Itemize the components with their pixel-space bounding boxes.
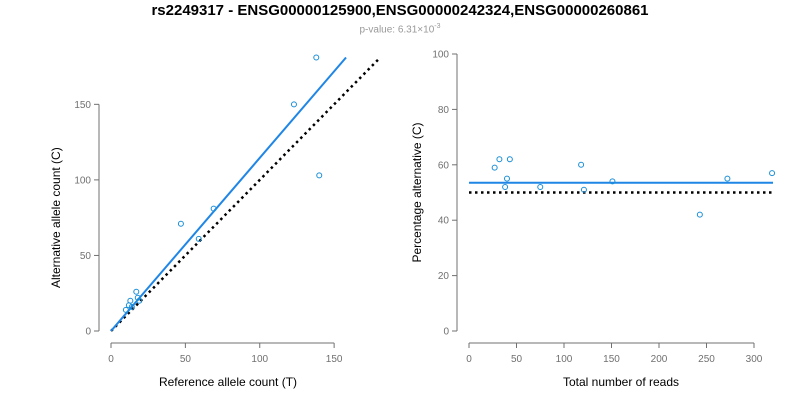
data-point — [195, 235, 202, 242]
data-point — [134, 294, 141, 301]
panel-1: 0 50 100 150 0 50 100 150 Reference allele count… — [49, 54, 382, 389]
data-point — [506, 156, 513, 163]
y-tick-label: 0 — [85, 327, 91, 338]
data-point — [313, 54, 320, 61]
x-tick-label: 50 — [511, 354, 523, 365]
y-tick-label: 100 — [432, 50, 449, 61]
data-point — [502, 183, 509, 190]
y-tick-label: 100 — [74, 175, 91, 186]
data-point — [578, 161, 585, 168]
y-tick-label: 150 — [74, 100, 91, 111]
data-point — [177, 220, 184, 227]
y-tick-label: 40 — [438, 216, 450, 227]
data-point — [504, 175, 510, 182]
reference-line — [110, 56, 382, 332]
x-tick-label: 50 — [180, 354, 192, 365]
data-point — [696, 211, 703, 218]
x-tick-label: 150 — [326, 354, 343, 365]
x-tick-label: 0 — [108, 354, 114, 365]
data-point — [136, 297, 143, 304]
y-tick-label: 80 — [438, 105, 450, 116]
data-point — [580, 186, 587, 193]
y-axis-label: Alternative allele count (C) — [49, 147, 63, 288]
x-tick-label: 150 — [603, 354, 620, 365]
data-point — [210, 205, 217, 212]
y-tick-label: 20 — [438, 271, 450, 282]
data-point — [491, 164, 498, 171]
chart-title: rs2249317 - ENSG00000125900,ENSG00000242… — [151, 2, 649, 19]
x-tick-label: 100 — [251, 354, 268, 365]
data-point — [122, 306, 129, 313]
p-value-subtitle: p-value: 6.31×10-3 — [0, 23, 800, 35]
data-point — [133, 288, 140, 295]
x-tick-label: 100 — [556, 354, 573, 365]
data-point — [609, 178, 616, 185]
data-point — [316, 172, 323, 179]
data-point — [290, 101, 297, 108]
x-axis-label: Reference allele count (T) — [159, 375, 297, 389]
data-point — [769, 170, 776, 177]
fit-line — [110, 56, 347, 332]
p-value-text: p-value: 6.31×10 — [359, 24, 435, 36]
data-point — [724, 175, 731, 182]
x-tick-label: 250 — [698, 354, 715, 365]
data-point — [127, 297, 134, 304]
p-value-exponent: -3 — [434, 23, 441, 30]
y-tick-label: 60 — [438, 160, 450, 171]
data-point — [496, 156, 503, 163]
x-tick-label: 200 — [651, 354, 668, 365]
x-axis-label: Total number of reads — [563, 375, 679, 389]
panel-2: 0 50 100 150 200 250 300 0 20 40 60 80 100 Total numb… — [410, 50, 776, 389]
x-tick-label: 300 — [746, 354, 763, 365]
data-point — [128, 303, 135, 310]
y-axis-label: Percentage alternative (C) — [410, 122, 424, 262]
data-point — [537, 183, 544, 190]
y-tick-label: 50 — [80, 251, 92, 262]
x-tick-label: 0 — [466, 354, 472, 365]
y-tick-label: 0 — [443, 327, 449, 338]
